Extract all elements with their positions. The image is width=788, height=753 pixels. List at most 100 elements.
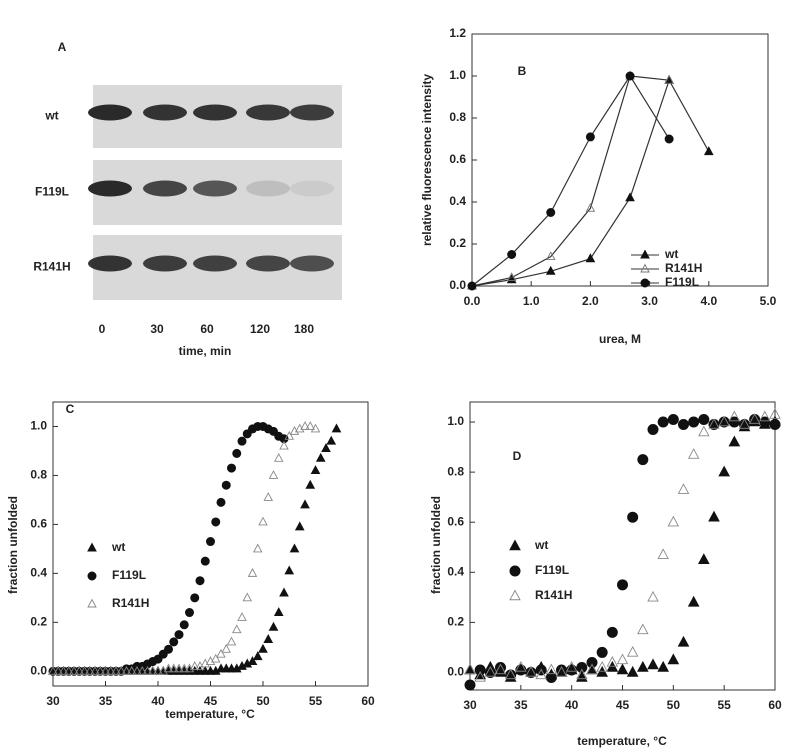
x-tick-label: 0 <box>99 322 106 336</box>
series-line <box>471 75 670 287</box>
marker <box>79 665 90 675</box>
x-tick-label: 40 <box>565 698 579 712</box>
marker <box>728 435 741 447</box>
marker <box>185 608 194 618</box>
marker <box>147 665 158 675</box>
series-line <box>471 74 670 287</box>
marker <box>195 576 205 586</box>
marker <box>237 612 247 621</box>
y-axis-label: fraction unfolded <box>429 496 443 594</box>
x-axis-label: time, min <box>179 344 232 358</box>
marker <box>464 663 476 675</box>
marker <box>252 543 263 553</box>
marker <box>506 272 517 282</box>
marker <box>657 548 669 559</box>
marker <box>494 663 507 675</box>
x-axis-label: urea, M <box>599 332 641 346</box>
marker <box>315 452 326 462</box>
marker <box>576 668 588 680</box>
marker <box>263 492 274 501</box>
row-label: F119L <box>35 185 69 199</box>
marker <box>515 664 527 676</box>
y-tick-label: 0.0 <box>447 665 464 679</box>
marker <box>546 208 556 217</box>
x-tick-label: 1.0 <box>523 294 540 308</box>
marker <box>179 620 189 630</box>
marker <box>626 645 639 657</box>
marker <box>242 592 253 602</box>
marker <box>667 515 680 527</box>
marker <box>718 465 731 477</box>
marker <box>585 132 595 142</box>
x-axis-label: temperature, °C <box>577 734 667 748</box>
marker <box>464 679 476 691</box>
marker <box>132 665 142 675</box>
marker <box>200 556 210 566</box>
marker <box>252 651 263 661</box>
marker <box>657 660 670 672</box>
marker <box>616 663 629 675</box>
marker <box>174 663 184 673</box>
marker <box>221 643 232 653</box>
marker <box>627 511 639 523</box>
legend-marker <box>509 565 521 577</box>
legend-label: F119L <box>112 568 146 582</box>
x-tick-label: 40 <box>151 694 165 708</box>
marker <box>268 470 279 479</box>
marker <box>227 463 236 473</box>
marker <box>331 423 342 433</box>
x-tick-label: 180 <box>294 322 314 336</box>
marker <box>586 663 598 675</box>
marker <box>625 71 635 81</box>
marker <box>617 579 628 591</box>
marker <box>279 434 289 444</box>
marker <box>677 635 690 647</box>
marker <box>596 646 608 658</box>
marker <box>703 146 714 156</box>
marker <box>310 423 321 433</box>
marker <box>759 416 771 428</box>
marker <box>545 251 556 261</box>
marker <box>279 440 289 450</box>
marker <box>687 595 700 607</box>
marker <box>232 448 242 458</box>
marker <box>647 424 659 436</box>
x-tick-label: 30 <box>46 694 60 708</box>
marker <box>769 419 781 431</box>
marker <box>697 553 710 565</box>
gel-band <box>193 104 237 121</box>
marker <box>708 510 720 522</box>
marker <box>100 665 111 675</box>
marker <box>237 436 247 446</box>
gel-band <box>246 104 290 121</box>
y-tick-label: 0.2 <box>447 615 464 629</box>
gel-band <box>193 180 237 197</box>
marker <box>268 621 279 631</box>
marker <box>678 419 689 431</box>
marker <box>247 568 258 577</box>
x-tick-label: 45 <box>616 698 630 712</box>
y-tick-label: 0.6 <box>447 514 464 528</box>
x-tick-label: 5.0 <box>760 294 777 308</box>
gel-band <box>88 104 132 121</box>
marker <box>728 410 741 422</box>
marker <box>53 665 64 675</box>
marker <box>515 661 527 672</box>
x-tick-label: 35 <box>99 694 113 708</box>
marker <box>636 660 649 672</box>
marker <box>467 281 477 291</box>
marker <box>63 665 74 675</box>
panel-label: C <box>66 402 75 416</box>
x-tick-label: 30 <box>150 322 164 336</box>
marker <box>231 624 242 634</box>
marker <box>687 448 700 459</box>
x-tick-label: 55 <box>717 698 731 712</box>
marker <box>169 637 179 647</box>
marker <box>273 607 284 617</box>
marker <box>216 648 226 658</box>
marker <box>190 593 200 603</box>
marker <box>637 454 649 466</box>
marker <box>606 656 619 667</box>
x-tick-label: 0.0 <box>464 294 481 308</box>
